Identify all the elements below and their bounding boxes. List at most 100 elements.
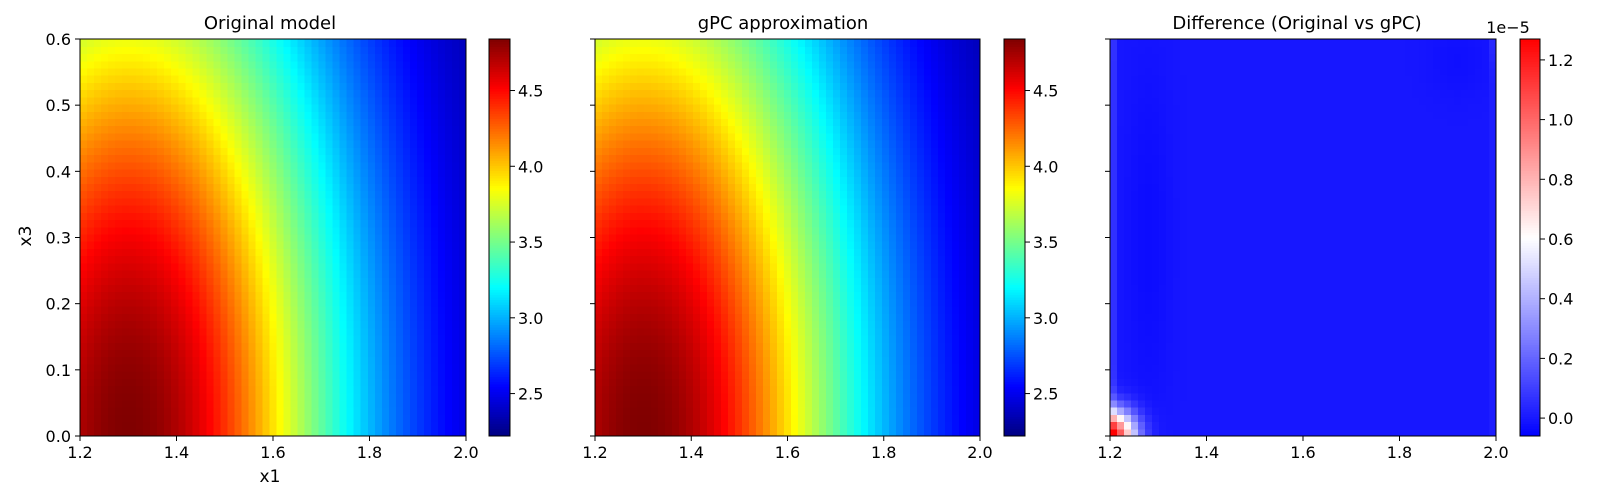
heatmap-cell	[770, 125, 778, 134]
heatmap-cell	[451, 75, 460, 83]
heatmap-cell	[707, 154, 715, 163]
heatmap-cell	[311, 277, 320, 286]
heatmap-cell	[651, 219, 659, 228]
heatmap-cell	[136, 75, 144, 83]
heatmap-cell	[826, 414, 834, 423]
heatmap-cell	[339, 233, 348, 242]
heatmap-cell	[248, 356, 257, 365]
heatmap-cell	[276, 190, 285, 199]
heatmap-cell	[595, 385, 603, 394]
heatmap-cell	[819, 233, 827, 242]
heatmap-cell	[819, 306, 827, 314]
heatmap-cell	[602, 183, 610, 192]
heatmap-cell	[248, 363, 257, 372]
heatmap-cell	[430, 284, 439, 293]
heatmap-cell	[115, 399, 123, 408]
heatmap-cell	[122, 255, 130, 264]
heatmap-cell	[248, 378, 257, 387]
heatmap-cell	[423, 306, 432, 314]
heatmap-cell	[714, 291, 722, 300]
heatmap-cell	[283, 306, 292, 314]
heatmap-cell	[388, 176, 397, 184]
heatmap-cell	[241, 168, 250, 177]
heatmap-cell	[234, 407, 243, 415]
heatmap-cell	[199, 125, 207, 134]
heatmap-cell	[812, 53, 820, 62]
heatmap-cell	[735, 233, 743, 242]
heatmap-cell	[213, 60, 221, 69]
heatmap-cell	[220, 132, 228, 141]
heatmap-cell	[367, 392, 376, 401]
heatmap-cell	[332, 306, 341, 314]
heatmap-cell	[833, 233, 841, 242]
heatmap-cell	[206, 255, 214, 264]
heatmap-cell	[707, 219, 715, 228]
heatmap-cell	[374, 277, 383, 286]
heatmap-cell	[714, 75, 722, 83]
heatmap-cell	[609, 140, 617, 148]
heatmap-cell	[602, 378, 610, 387]
heatmap-cell	[283, 176, 292, 184]
heatmap-cell	[374, 407, 383, 415]
heatmap-cell	[276, 154, 285, 163]
heatmap-cell	[283, 140, 292, 148]
heatmap-cell	[199, 190, 207, 199]
heatmap-cell	[777, 363, 785, 372]
heatmap-cell	[367, 248, 376, 257]
heatmap-cell	[332, 407, 341, 415]
heatmap-cell	[700, 269, 708, 278]
heatmap-cell	[728, 298, 736, 307]
heatmap-cell	[248, 248, 257, 257]
heatmap-cell	[346, 118, 355, 127]
heatmap-cell	[122, 342, 130, 350]
heatmap-cell	[360, 103, 369, 112]
heatmap-cell	[609, 67, 617, 76]
heatmap-cell	[630, 277, 638, 286]
heatmap-cell	[409, 96, 418, 105]
heatmap-cell	[602, 385, 610, 394]
heatmap-cell	[171, 356, 179, 365]
heatmap-cell	[192, 67, 200, 76]
heatmap-cell	[756, 320, 764, 329]
heatmap-cell	[213, 96, 221, 105]
heatmap-cell	[616, 103, 624, 112]
heatmap-cell	[616, 96, 624, 105]
heatmap-cell	[812, 118, 820, 127]
heatmap-cell	[332, 168, 341, 177]
heatmap-cell	[658, 342, 666, 350]
heatmap-cell	[122, 392, 130, 401]
heatmap-cell	[805, 161, 813, 170]
heatmap-cell	[777, 103, 785, 112]
heatmap-cell	[332, 233, 341, 242]
heatmap-cell	[430, 183, 439, 192]
heatmap-cell	[805, 53, 813, 62]
heatmap-cell	[185, 96, 193, 105]
heatmap-cell	[707, 140, 715, 148]
heatmap-cell	[262, 327, 271, 336]
heatmap-cell	[192, 111, 200, 119]
heatmap-cell	[94, 399, 102, 408]
heatmap-cell	[136, 291, 144, 300]
heatmap-cell	[686, 176, 694, 184]
heatmap-cell	[269, 385, 278, 394]
heatmap-cell	[416, 197, 425, 206]
heatmap-cell	[644, 399, 652, 408]
heatmap-cell	[136, 342, 144, 350]
heatmap-cell	[353, 111, 362, 119]
heatmap-cell	[87, 262, 95, 271]
heatmap-cell	[707, 371, 715, 379]
heatmap-cell	[227, 255, 235, 264]
heatmap-cell	[178, 284, 186, 293]
heatmap-cell	[283, 363, 292, 372]
heatmap-cell	[115, 197, 123, 206]
heatmap-cell	[150, 147, 158, 156]
heatmap-cell	[602, 248, 610, 257]
heatmap-cell	[679, 298, 687, 307]
heatmap-cell	[714, 39, 722, 47]
heatmap-cell	[623, 385, 631, 394]
heatmap-cell	[241, 349, 250, 358]
heatmap-cell	[693, 356, 701, 365]
heatmap-cell	[798, 82, 806, 91]
heatmap-cell	[325, 39, 334, 47]
heatmap-cell	[164, 327, 172, 336]
